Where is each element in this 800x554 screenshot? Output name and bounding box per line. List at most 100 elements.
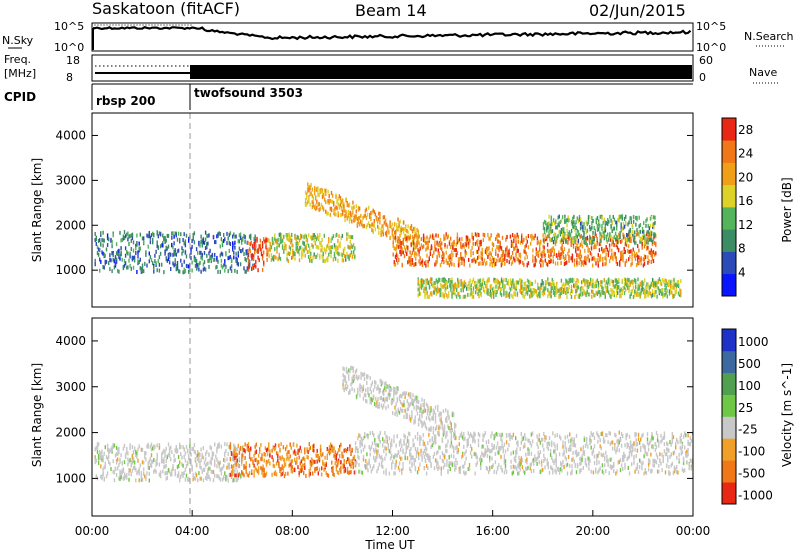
echo-cell [414,226,416,231]
echo-cell [251,469,253,474]
echo-cell [650,281,653,286]
echo-cell [628,257,630,262]
echo-cell [640,283,643,287]
echo-cell [659,289,662,294]
echo-cell [580,285,583,290]
echo-cell [296,443,298,448]
echo-cell [94,447,96,452]
echo-cell [372,229,374,234]
echo-cell [440,466,442,471]
echo-cell [651,256,654,261]
echo-cell [398,442,401,447]
echo-cell [164,249,166,254]
echo-cell [223,463,225,468]
echo-cell [599,238,601,243]
echo-cell [624,237,626,241]
echo-cell [444,455,446,460]
echo-cell [428,457,430,462]
echo-cell [112,253,114,257]
echo-cell [549,293,551,298]
echo-cell [114,466,117,471]
echo-cell [469,432,472,437]
echo-cell [286,233,288,238]
echo-cell [492,243,495,247]
echo-cell [577,232,580,237]
echo-cell [446,294,449,298]
echo-cell [548,249,550,254]
echo-cell [521,284,523,289]
echo-cell [411,229,414,234]
echo-cell [497,253,499,258]
echo-cell [388,449,391,454]
echo-cell [117,447,119,452]
echo-cell [131,257,134,262]
echo-cell [520,432,522,436]
echo-cell [495,248,497,253]
echo-cell [597,283,600,288]
echo-cell [185,473,188,478]
echo-cell [307,450,309,455]
echo-cell [647,282,649,287]
echo-cell [406,436,409,440]
echo-cell [370,445,373,450]
echo-cell [199,452,201,457]
echo-cell [389,445,392,450]
echo-cell [478,262,480,266]
echo-cell [434,458,437,463]
echo-cell [313,188,316,193]
echo-cell [153,444,155,449]
echo-cell [309,249,311,254]
echo-cell [456,444,458,449]
echo-cell [649,237,652,242]
echo-cell [204,452,207,457]
echo-cell [244,456,246,460]
echo-cell [395,257,398,262]
echo-cell [262,464,264,469]
echo-cell [552,254,554,259]
echo-cell [575,220,577,225]
echo-cell [535,252,537,256]
echo-cell [175,445,177,449]
echo-cell [416,243,418,248]
echo-cell [391,232,393,237]
echo-cell [379,220,381,225]
echo-cell [260,456,262,461]
echo-cell [247,473,250,478]
echo-cell [648,285,650,290]
echo-cell [106,236,109,241]
echo-cell [236,447,238,452]
echo-cell [176,237,179,242]
echo-cell [533,288,535,293]
echo-cell [384,231,387,236]
echo-cell [537,445,539,450]
echo-cell [644,234,646,239]
echo-cell [397,254,399,259]
echo-cell [263,237,265,242]
echo-cell [542,238,545,243]
echo-cell [206,462,208,467]
echo-cell [463,437,465,442]
echo-cell [520,286,522,291]
echo-cell [437,243,439,247]
echo-cell [653,252,656,257]
echo-cell [415,245,417,250]
echo-cell [656,284,658,289]
echo-cell [515,436,517,441]
echo-cell [374,438,376,442]
echo-cell [500,263,503,268]
echo-cell [602,249,604,254]
echo-cell [589,214,591,219]
echo-cell [438,465,440,470]
echo-cell [180,444,182,449]
echo-cell [232,472,234,477]
echo-cell [94,262,96,267]
echo-cell [150,459,153,464]
echo-cell [534,262,536,267]
echo-cell [644,240,646,245]
echo-cell [374,458,376,463]
echo-cell [349,470,351,475]
echo-cell [490,434,492,439]
echo-cell [209,477,211,482]
echo-cell [504,261,506,266]
echo-cell [254,263,256,268]
